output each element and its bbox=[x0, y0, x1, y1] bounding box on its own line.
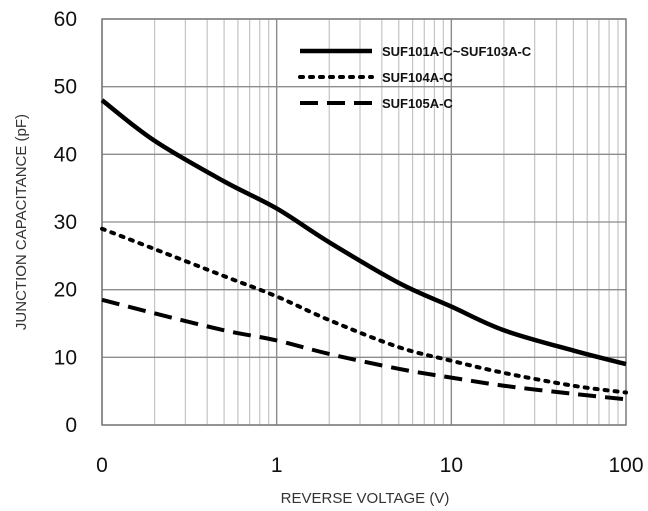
grid bbox=[101, 18, 627, 426]
legend: SUF101A-C~SUF103A-C SUF104A-C SUF105A-C bbox=[298, 44, 532, 111]
x-tick-label: 10 bbox=[440, 454, 463, 477]
y-tick-label: 60 bbox=[54, 8, 77, 31]
series-line-1 bbox=[100, 98, 627, 367]
y-tick-label: 20 bbox=[54, 279, 77, 302]
y-tick-label: 10 bbox=[54, 346, 77, 369]
y-tick-label: 30 bbox=[54, 211, 77, 234]
series-lines bbox=[100, 98, 628, 402]
legend-label-3: SUF105A-C bbox=[382, 96, 453, 111]
x-axis-title: REVERSE VOLTAGE (V) bbox=[281, 490, 450, 507]
legend-label-2: SUF104A-C bbox=[382, 70, 453, 85]
series-line-3 bbox=[101, 297, 627, 402]
y-tick-label: 0 bbox=[65, 414, 77, 437]
series-line-2 bbox=[100, 226, 628, 395]
x-tick-label: 1 bbox=[271, 454, 283, 477]
plot-frame bbox=[101, 18, 627, 426]
tick-labels: 0 1 10 100 0 10 20 30 40 50 60 bbox=[54, 8, 644, 477]
y-tick-label: 50 bbox=[54, 76, 77, 99]
y-axis-title: JUNCTION CAPACITANCE (pF) bbox=[13, 114, 30, 330]
x-tick-label: 0 bbox=[96, 454, 108, 477]
x-tick-label: 100 bbox=[608, 454, 643, 477]
legend-label-1: SUF101A-C~SUF103A-C bbox=[382, 44, 532, 59]
y-tick-label: 40 bbox=[54, 143, 77, 166]
